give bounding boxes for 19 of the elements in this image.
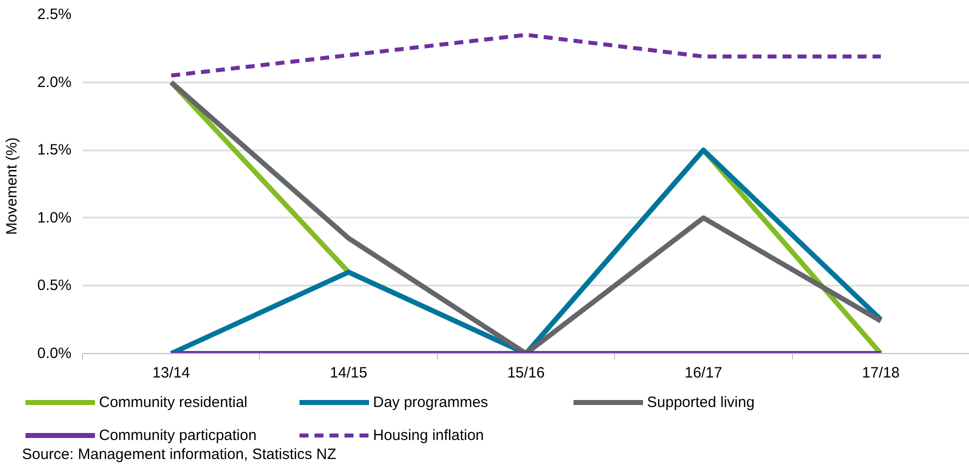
y-tick-label: 0.5% [37,277,72,294]
x-tick-label: 15/16 [507,364,545,382]
source-note: Source: Management information, Statistics NZ [22,445,336,464]
legend-label: Housing inflation [373,426,485,444]
y-tick-label: 1.0% [37,209,72,226]
y-tick-label: 2.0% [37,74,72,91]
y-axis-title: Movement (%) [3,137,20,235]
legend-label: Supported living [647,393,756,411]
y-tick-label: 0.0% [37,345,72,362]
y-tick-label: 2.5% [37,6,72,23]
x-tick-label: 16/17 [684,364,722,382]
legend-label: Day programmes [373,393,490,411]
legend-label: Community particpation [99,426,258,444]
x-tick-label: 17/18 [862,364,900,382]
y-tick-label: 1.5% [37,142,72,159]
legend-label: Community residential [99,393,248,411]
x-tick-label: 13/14 [152,364,190,382]
line-series [169,32,883,78]
x-tick-label: 14/15 [330,364,368,382]
